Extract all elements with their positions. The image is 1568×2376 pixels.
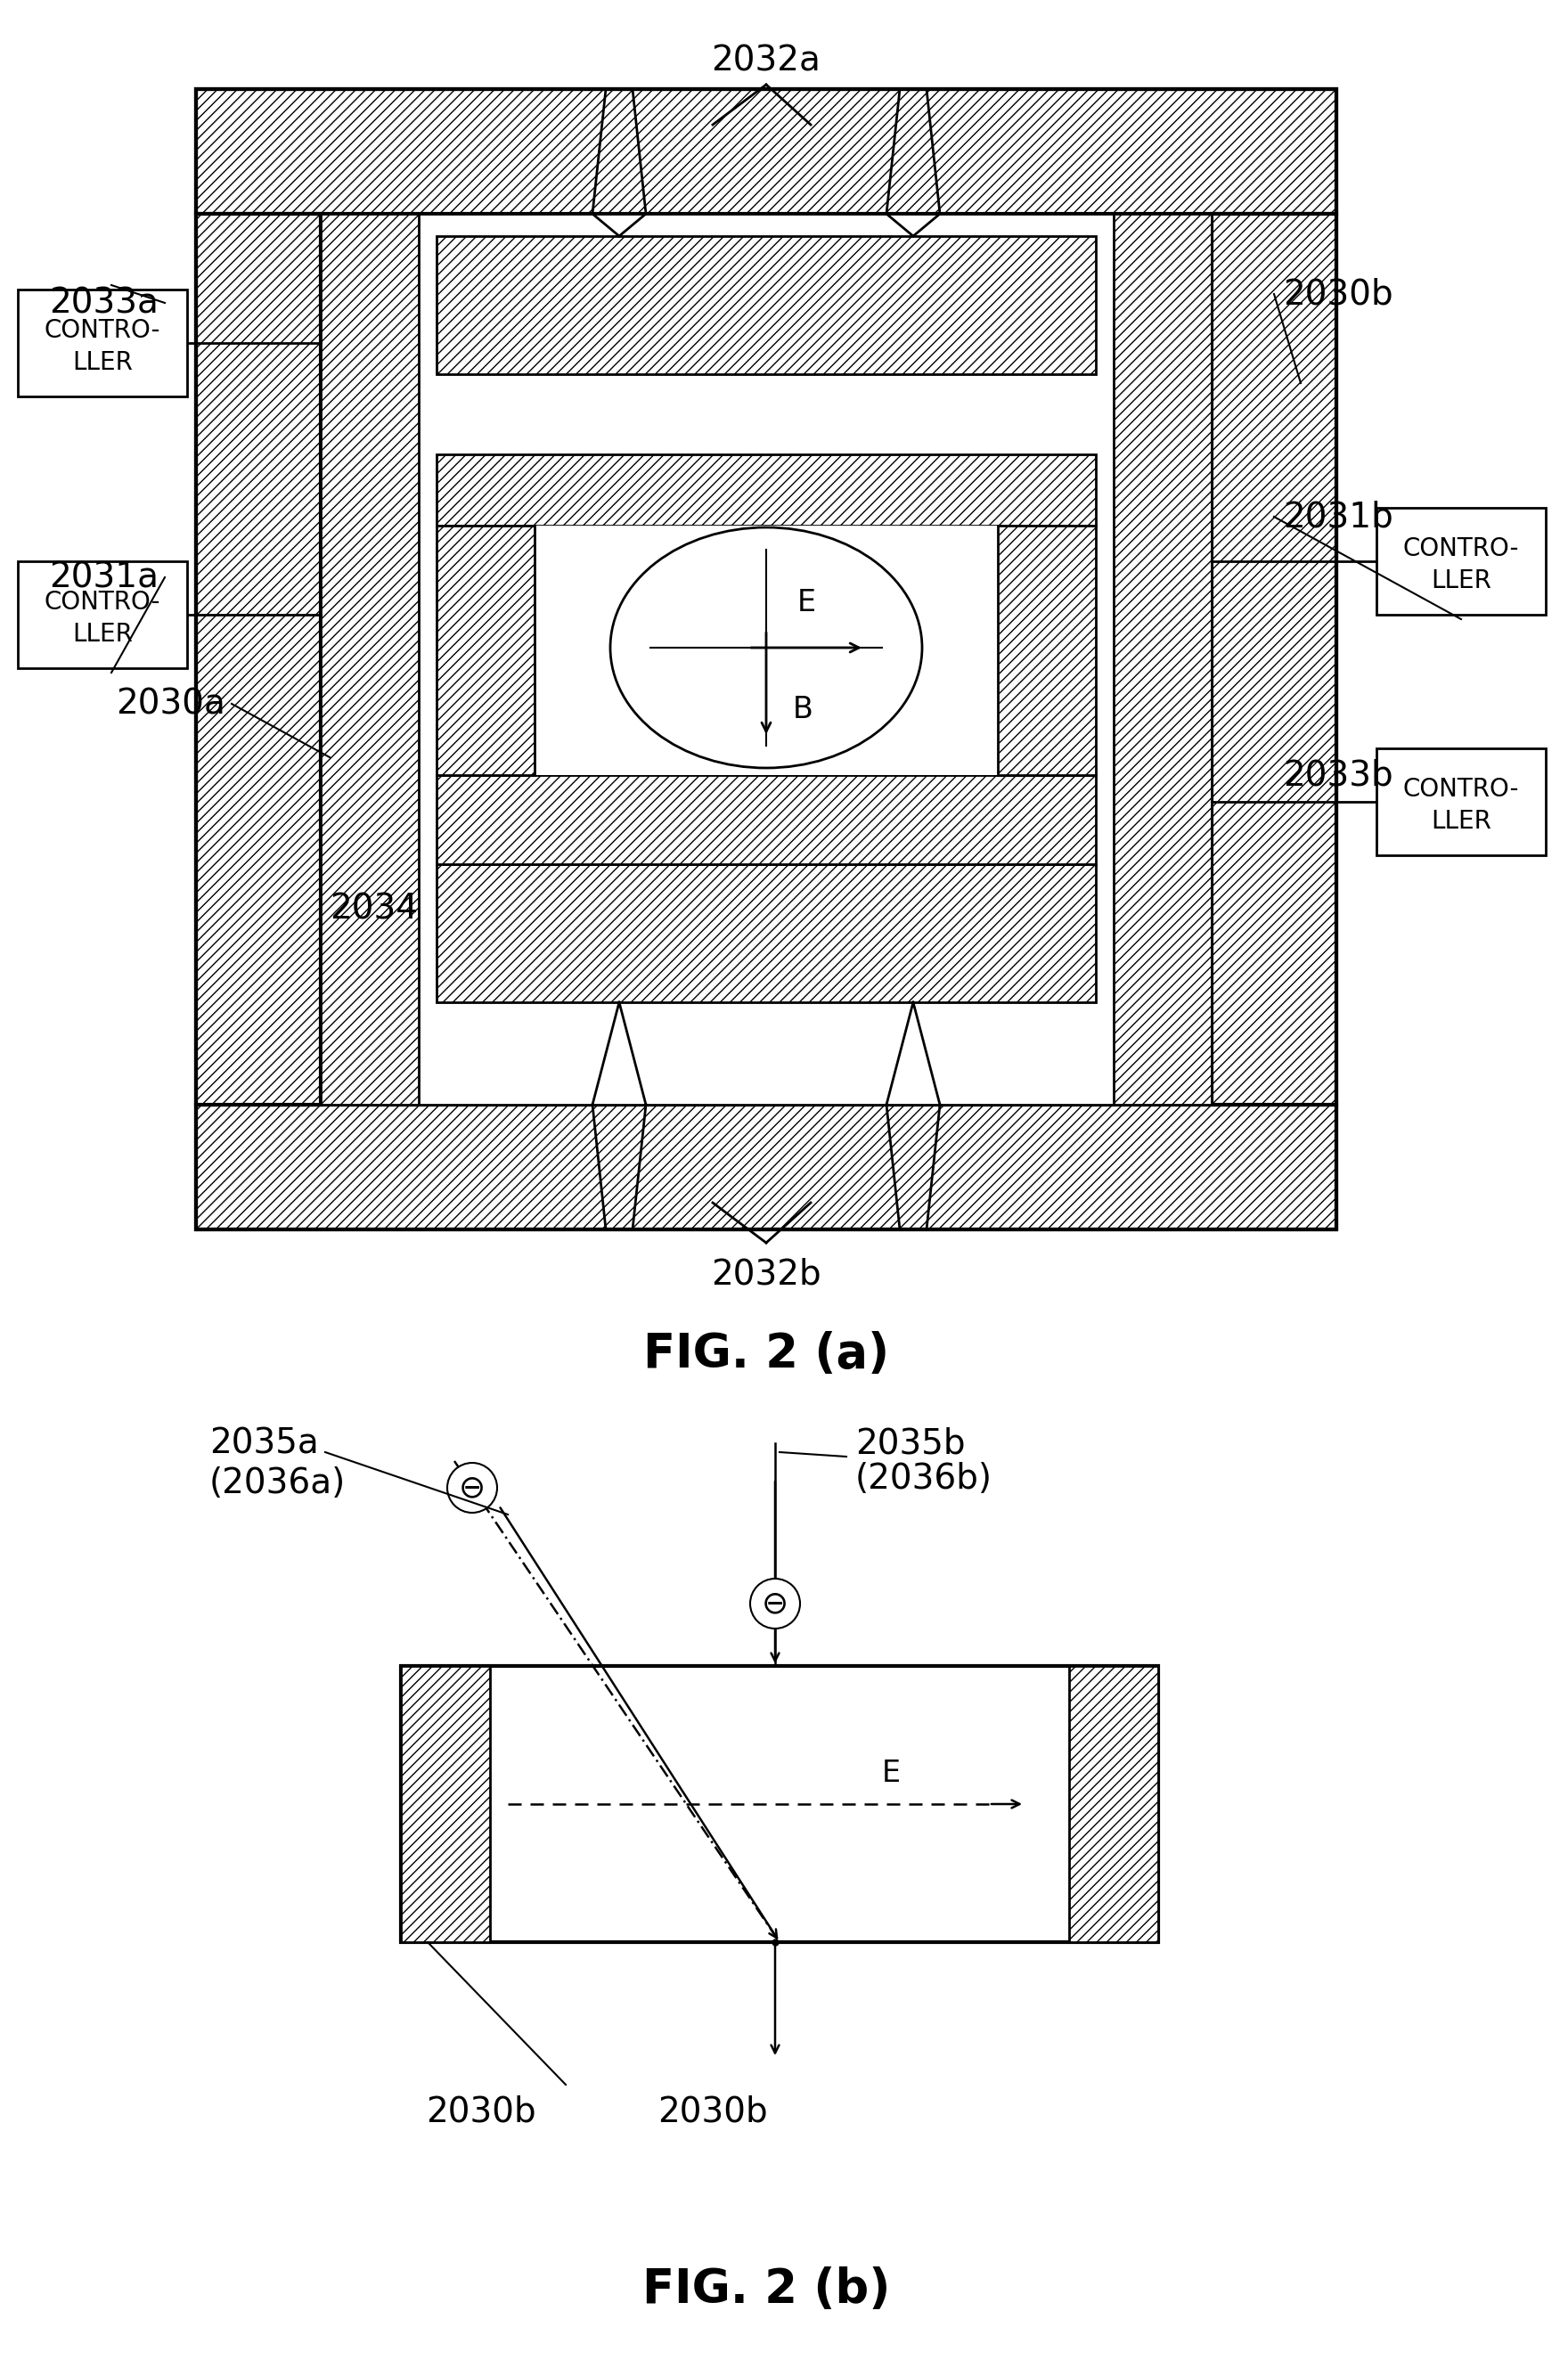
Bar [196, 214, 321, 1105]
Bar [436, 235, 1096, 373]
Bar [1113, 214, 1212, 1105]
Bar [17, 561, 187, 668]
Bar [401, 1666, 1159, 1941]
Bar [436, 865, 1096, 1003]
Circle shape [750, 1578, 800, 1628]
Text: CONTRO-: CONTRO- [1403, 537, 1519, 561]
Text: (2036a): (2036a) [210, 1466, 347, 1499]
Bar [1069, 1666, 1159, 1941]
Text: CONTRO-: CONTRO- [1403, 777, 1519, 801]
Text: 2033a: 2033a [49, 285, 158, 321]
Text: 2032a: 2032a [712, 43, 822, 78]
Ellipse shape [610, 527, 922, 767]
Text: 2030b: 2030b [657, 2096, 768, 2129]
Bar [196, 88, 1336, 1228]
Text: 2030a: 2030a [116, 687, 226, 720]
Bar [535, 525, 997, 775]
Text: 2031b: 2031b [1283, 499, 1392, 535]
Text: ⊖: ⊖ [459, 1473, 486, 1504]
Bar [436, 775, 1096, 865]
Text: LLER: LLER [1432, 568, 1491, 594]
Text: 2030b: 2030b [426, 2096, 536, 2129]
Text: FIG. 2 (a): FIG. 2 (a) [643, 1331, 889, 1378]
Text: (2036b): (2036b) [855, 1461, 993, 1497]
Text: E: E [881, 1758, 900, 1787]
Text: B: B [793, 696, 814, 725]
Text: E: E [797, 589, 815, 618]
Text: 2035b: 2035b [855, 1426, 966, 1461]
Text: LLER: LLER [1432, 808, 1491, 834]
Bar [196, 88, 1336, 214]
Bar [436, 454, 1096, 525]
Bar [321, 214, 419, 1105]
Text: 2031a: 2031a [49, 561, 158, 594]
Bar [997, 525, 1096, 775]
Bar [17, 290, 187, 397]
Text: 2030b: 2030b [1283, 278, 1392, 311]
Bar [196, 1105, 1336, 1228]
Bar [1377, 508, 1546, 615]
Text: ⊖: ⊖ [762, 1590, 789, 1618]
Bar [436, 525, 535, 775]
Bar [1212, 214, 1336, 1105]
Text: LLER: LLER [72, 349, 133, 375]
Text: FIG. 2 (b): FIG. 2 (b) [643, 2267, 891, 2312]
Text: CONTRO-: CONTRO- [44, 589, 160, 615]
Text: CONTRO-: CONTRO- [44, 318, 160, 342]
Text: LLER: LLER [72, 623, 133, 646]
Bar [401, 1666, 491, 1941]
Text: 2033b: 2033b [1283, 758, 1392, 791]
Bar [1377, 748, 1546, 855]
Text: 2035a: 2035a [210, 1426, 318, 1461]
Bar [321, 214, 1212, 1105]
Circle shape [447, 1464, 497, 1514]
Text: 2032b: 2032b [712, 1257, 822, 1290]
Text: 2034: 2034 [329, 891, 417, 927]
